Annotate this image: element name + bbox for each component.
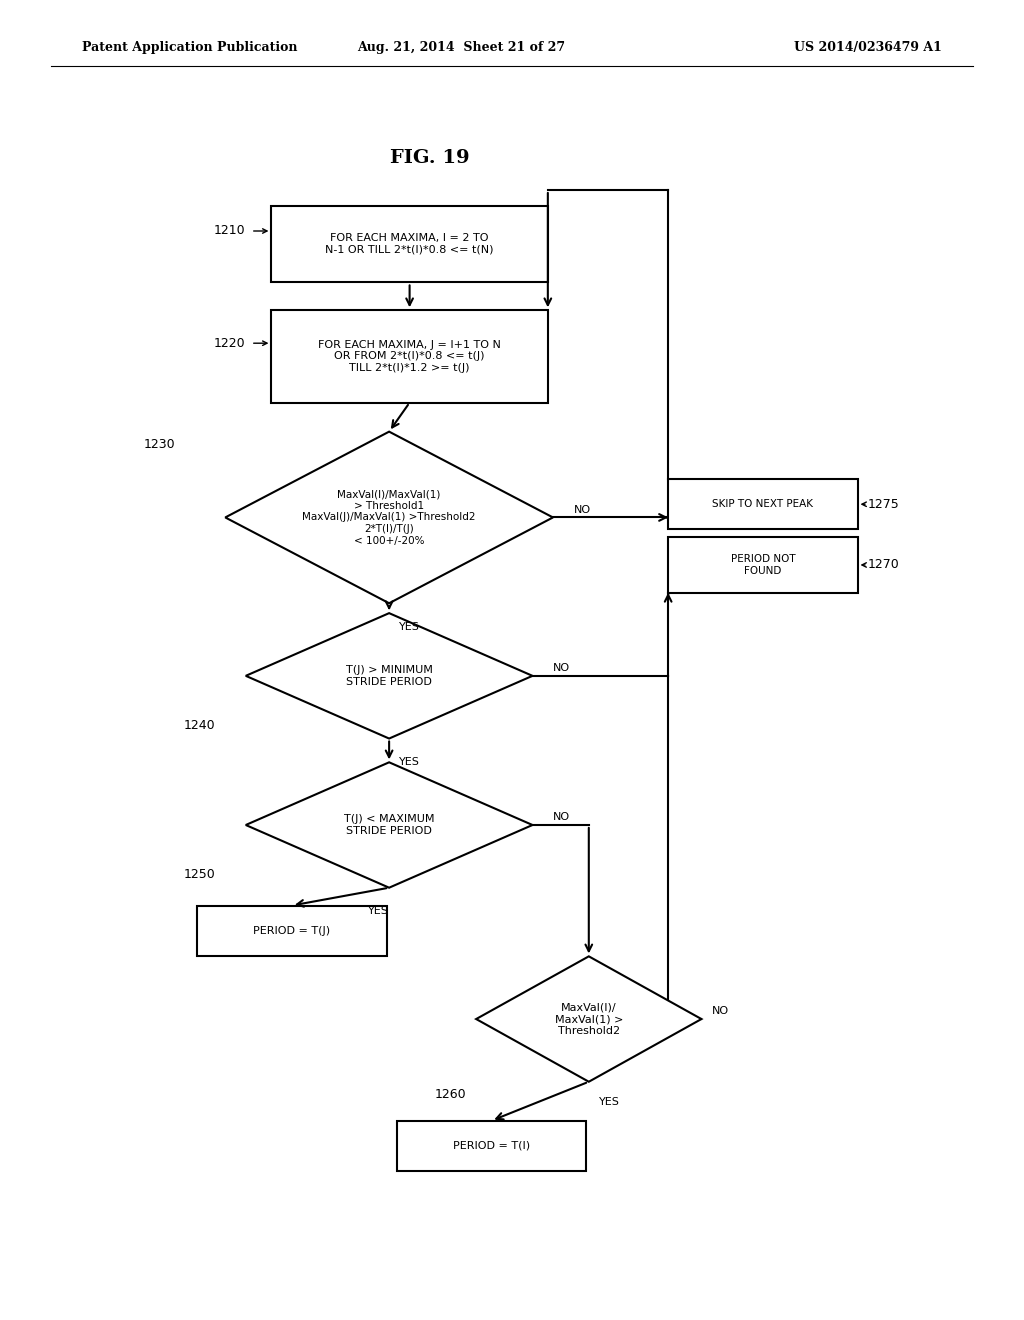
- Text: US 2014/0236479 A1: US 2014/0236479 A1: [795, 41, 942, 54]
- Text: PERIOD = T(I): PERIOD = T(I): [453, 1140, 530, 1151]
- FancyBboxPatch shape: [271, 206, 548, 282]
- Text: PERIOD NOT
FOUND: PERIOD NOT FOUND: [730, 554, 796, 576]
- Text: Patent Application Publication: Patent Application Publication: [82, 41, 297, 54]
- Text: 1275: 1275: [868, 498, 900, 511]
- FancyBboxPatch shape: [668, 537, 857, 593]
- Text: T(J) < MAXIMUM
STRIDE PERIOD: T(J) < MAXIMUM STRIDE PERIOD: [344, 814, 434, 836]
- Text: FOR EACH MAXIMA, I = 2 TO
N-1 OR TILL 2*t(I)*0.8 <= t(N): FOR EACH MAXIMA, I = 2 TO N-1 OR TILL 2*…: [326, 234, 494, 255]
- Text: NO: NO: [553, 663, 570, 673]
- Text: PERIOD = T(J): PERIOD = T(J): [253, 925, 331, 936]
- Text: MaxVal(I)/MaxVal(1)
> Threshold1
MaxVal(J)/MaxVal(1) >Threshold2
2*T(I)/T(J)
< 1: MaxVal(I)/MaxVal(1) > Threshold1 MaxVal(…: [302, 490, 476, 545]
- Text: YES: YES: [599, 1097, 620, 1106]
- Polygon shape: [476, 956, 701, 1082]
- FancyBboxPatch shape: [396, 1121, 586, 1171]
- Text: YES: YES: [399, 758, 420, 767]
- Polygon shape: [225, 432, 553, 603]
- Text: 1230: 1230: [143, 438, 175, 451]
- Polygon shape: [246, 763, 532, 887]
- Text: NO: NO: [553, 812, 570, 822]
- Text: T(J) > MINIMUM
STRIDE PERIOD: T(J) > MINIMUM STRIDE PERIOD: [346, 665, 432, 686]
- Text: NO: NO: [573, 504, 591, 515]
- Text: 1210: 1210: [214, 224, 246, 238]
- FancyBboxPatch shape: [668, 479, 857, 529]
- Text: YES: YES: [369, 907, 389, 916]
- Text: 1240: 1240: [183, 719, 215, 731]
- Text: 1250: 1250: [183, 869, 215, 880]
- Text: NO: NO: [712, 1006, 729, 1016]
- FancyBboxPatch shape: [197, 906, 386, 956]
- Text: SKIP TO NEXT PEAK: SKIP TO NEXT PEAK: [713, 499, 813, 510]
- Text: FIG. 19: FIG. 19: [390, 149, 470, 168]
- Text: MaxVal(I)/
MaxVal(1) >
Threshold2: MaxVal(I)/ MaxVal(1) > Threshold2: [555, 1002, 623, 1036]
- Text: Aug. 21, 2014  Sheet 21 of 27: Aug. 21, 2014 Sheet 21 of 27: [356, 41, 565, 54]
- FancyBboxPatch shape: [271, 310, 548, 403]
- Polygon shape: [246, 612, 532, 739]
- Text: YES: YES: [399, 622, 420, 632]
- Text: 1220: 1220: [214, 337, 246, 350]
- Text: 1270: 1270: [868, 558, 900, 572]
- Text: 1260: 1260: [434, 1089, 466, 1101]
- Text: FOR EACH MAXIMA, J = I+1 TO N
OR FROM 2*t(I)*0.8 <= t(J)
TILL 2*t(I)*1.2 >= t(J): FOR EACH MAXIMA, J = I+1 TO N OR FROM 2*…: [318, 339, 501, 374]
